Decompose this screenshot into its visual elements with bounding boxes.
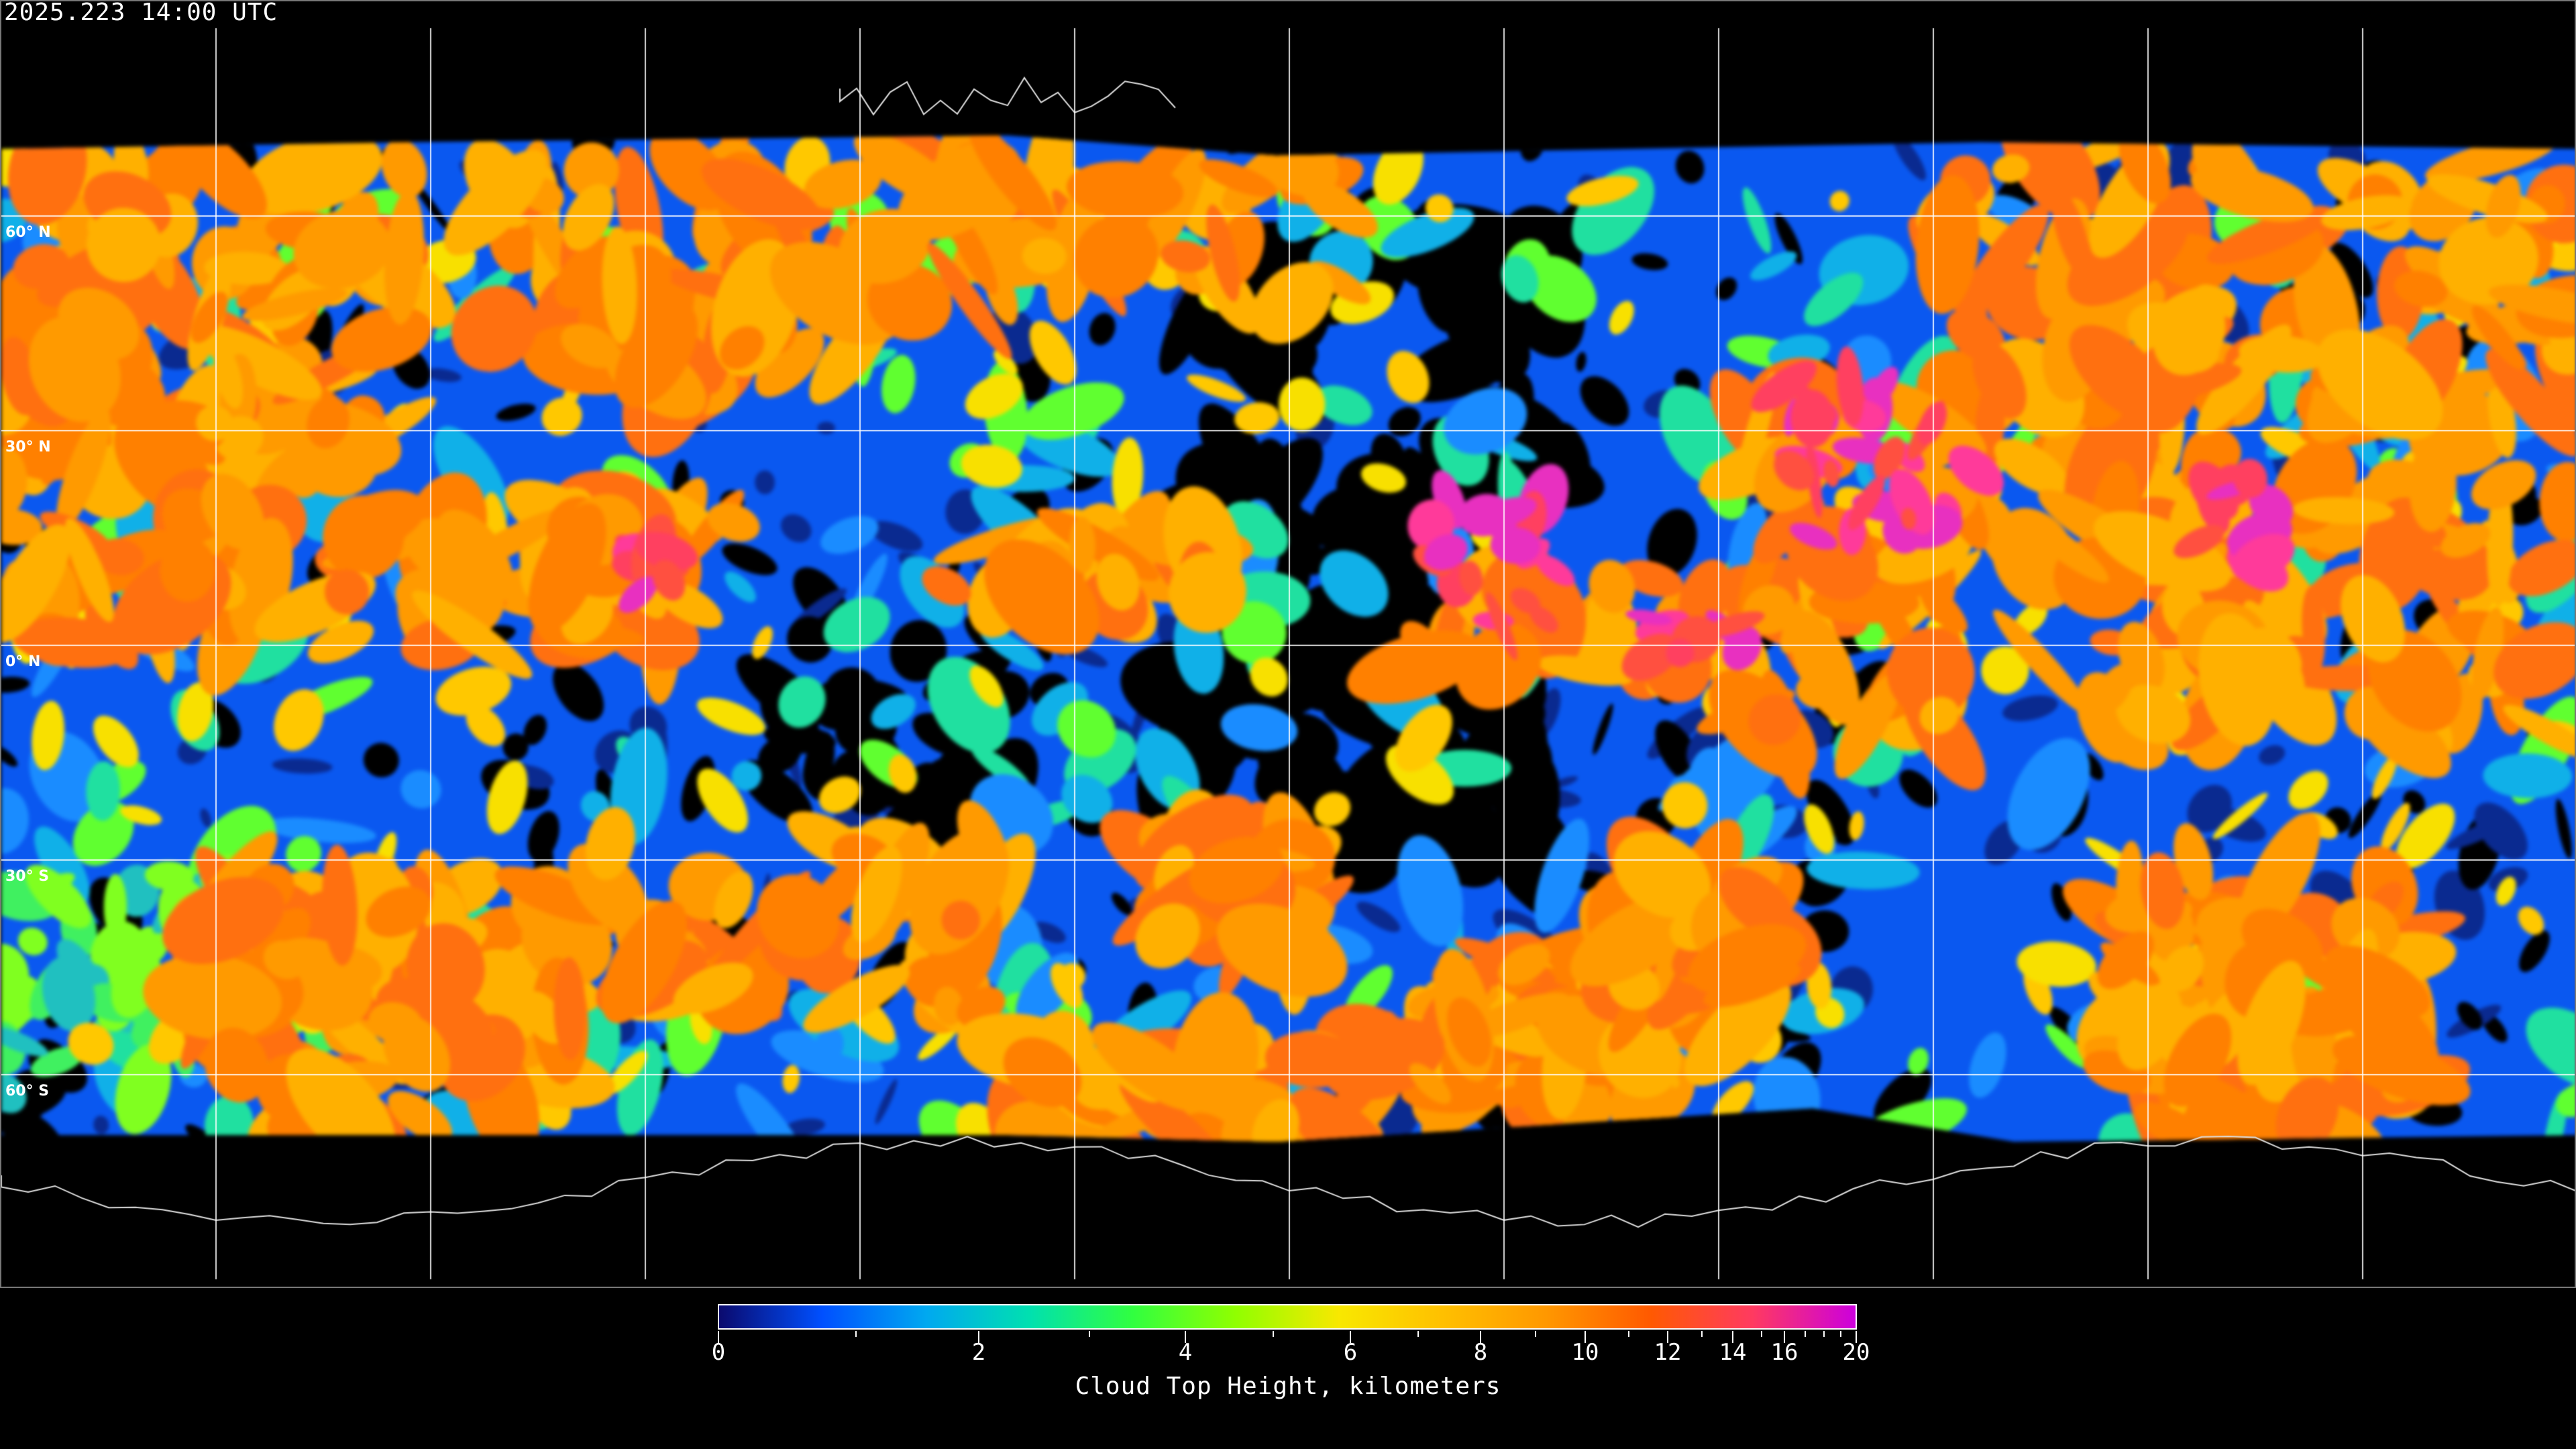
- lat-label-60s: 60° S: [5, 1083, 50, 1099]
- colorbar-tick-label: 10: [1571, 1339, 1599, 1366]
- colorbar-tick-label: 4: [1178, 1339, 1193, 1366]
- colorbar-tick-label: 0: [711, 1339, 726, 1366]
- colorbar-minor-tick: [1761, 1331, 1762, 1337]
- cloud-top-height-map: 2025.223 14:00 UTC 60° N 30° N 0° N 30° …: [0, 0, 2576, 1288]
- colorbar-tick-label: 2: [971, 1339, 986, 1366]
- colorbar-tick-label: 14: [1719, 1339, 1747, 1366]
- colorbar-major-tick: [1856, 1331, 1857, 1343]
- colorbar-major-tick: [1585, 1331, 1586, 1343]
- colorbar-tick-label: 12: [1654, 1339, 1682, 1366]
- colorbar-major-tick: [1185, 1331, 1186, 1343]
- colorbar-minor-tick: [1823, 1331, 1825, 1337]
- colorbar-minor-tick: [1535, 1331, 1536, 1337]
- colorbar-major-tick: [1732, 1331, 1733, 1343]
- colorbar-major-tick: [1784, 1331, 1785, 1343]
- colorbar-minor-tick: [1805, 1331, 1806, 1337]
- colorbar-minor-tick: [1089, 1331, 1090, 1337]
- colorbar-tick-label: 16: [1770, 1339, 1799, 1366]
- colorbar-tick-label: 20: [1842, 1339, 1870, 1366]
- lat-label-30s: 30° S: [5, 868, 50, 885]
- colorbar-major-tick: [718, 1331, 719, 1343]
- colorbar-tick-label: 8: [1473, 1339, 1488, 1366]
- colorbar-major-tick: [1667, 1331, 1668, 1343]
- colorbar-caption: Cloud Top Height, kilometers: [1075, 1373, 1501, 1400]
- colorbar-minor-tick: [855, 1331, 857, 1337]
- lat-label-60n: 60° N: [5, 224, 51, 241]
- colorbar-major-tick: [1480, 1331, 1481, 1343]
- colorbar-major-tick: [978, 1331, 979, 1343]
- timestamp-title: 2025.223 14:00 UTC: [4, 0, 278, 26]
- colorbar-major-tick: [1350, 1331, 1351, 1343]
- colorbar: [718, 1304, 1857, 1330]
- lat-label-0n: 0° N: [5, 653, 41, 670]
- colorbar-minor-tick: [1417, 1331, 1419, 1337]
- gridlines-and-coastlines: [1, 1, 2575, 1287]
- colorbar-tick-label: 6: [1343, 1339, 1358, 1366]
- colorbar-minor-tick: [1628, 1331, 1629, 1337]
- colorbar-minor-tick: [1701, 1331, 1703, 1337]
- lat-label-30n: 30° N: [5, 439, 51, 455]
- colorbar-minor-tick: [1840, 1331, 1841, 1337]
- colorbar-minor-tick: [1273, 1331, 1274, 1337]
